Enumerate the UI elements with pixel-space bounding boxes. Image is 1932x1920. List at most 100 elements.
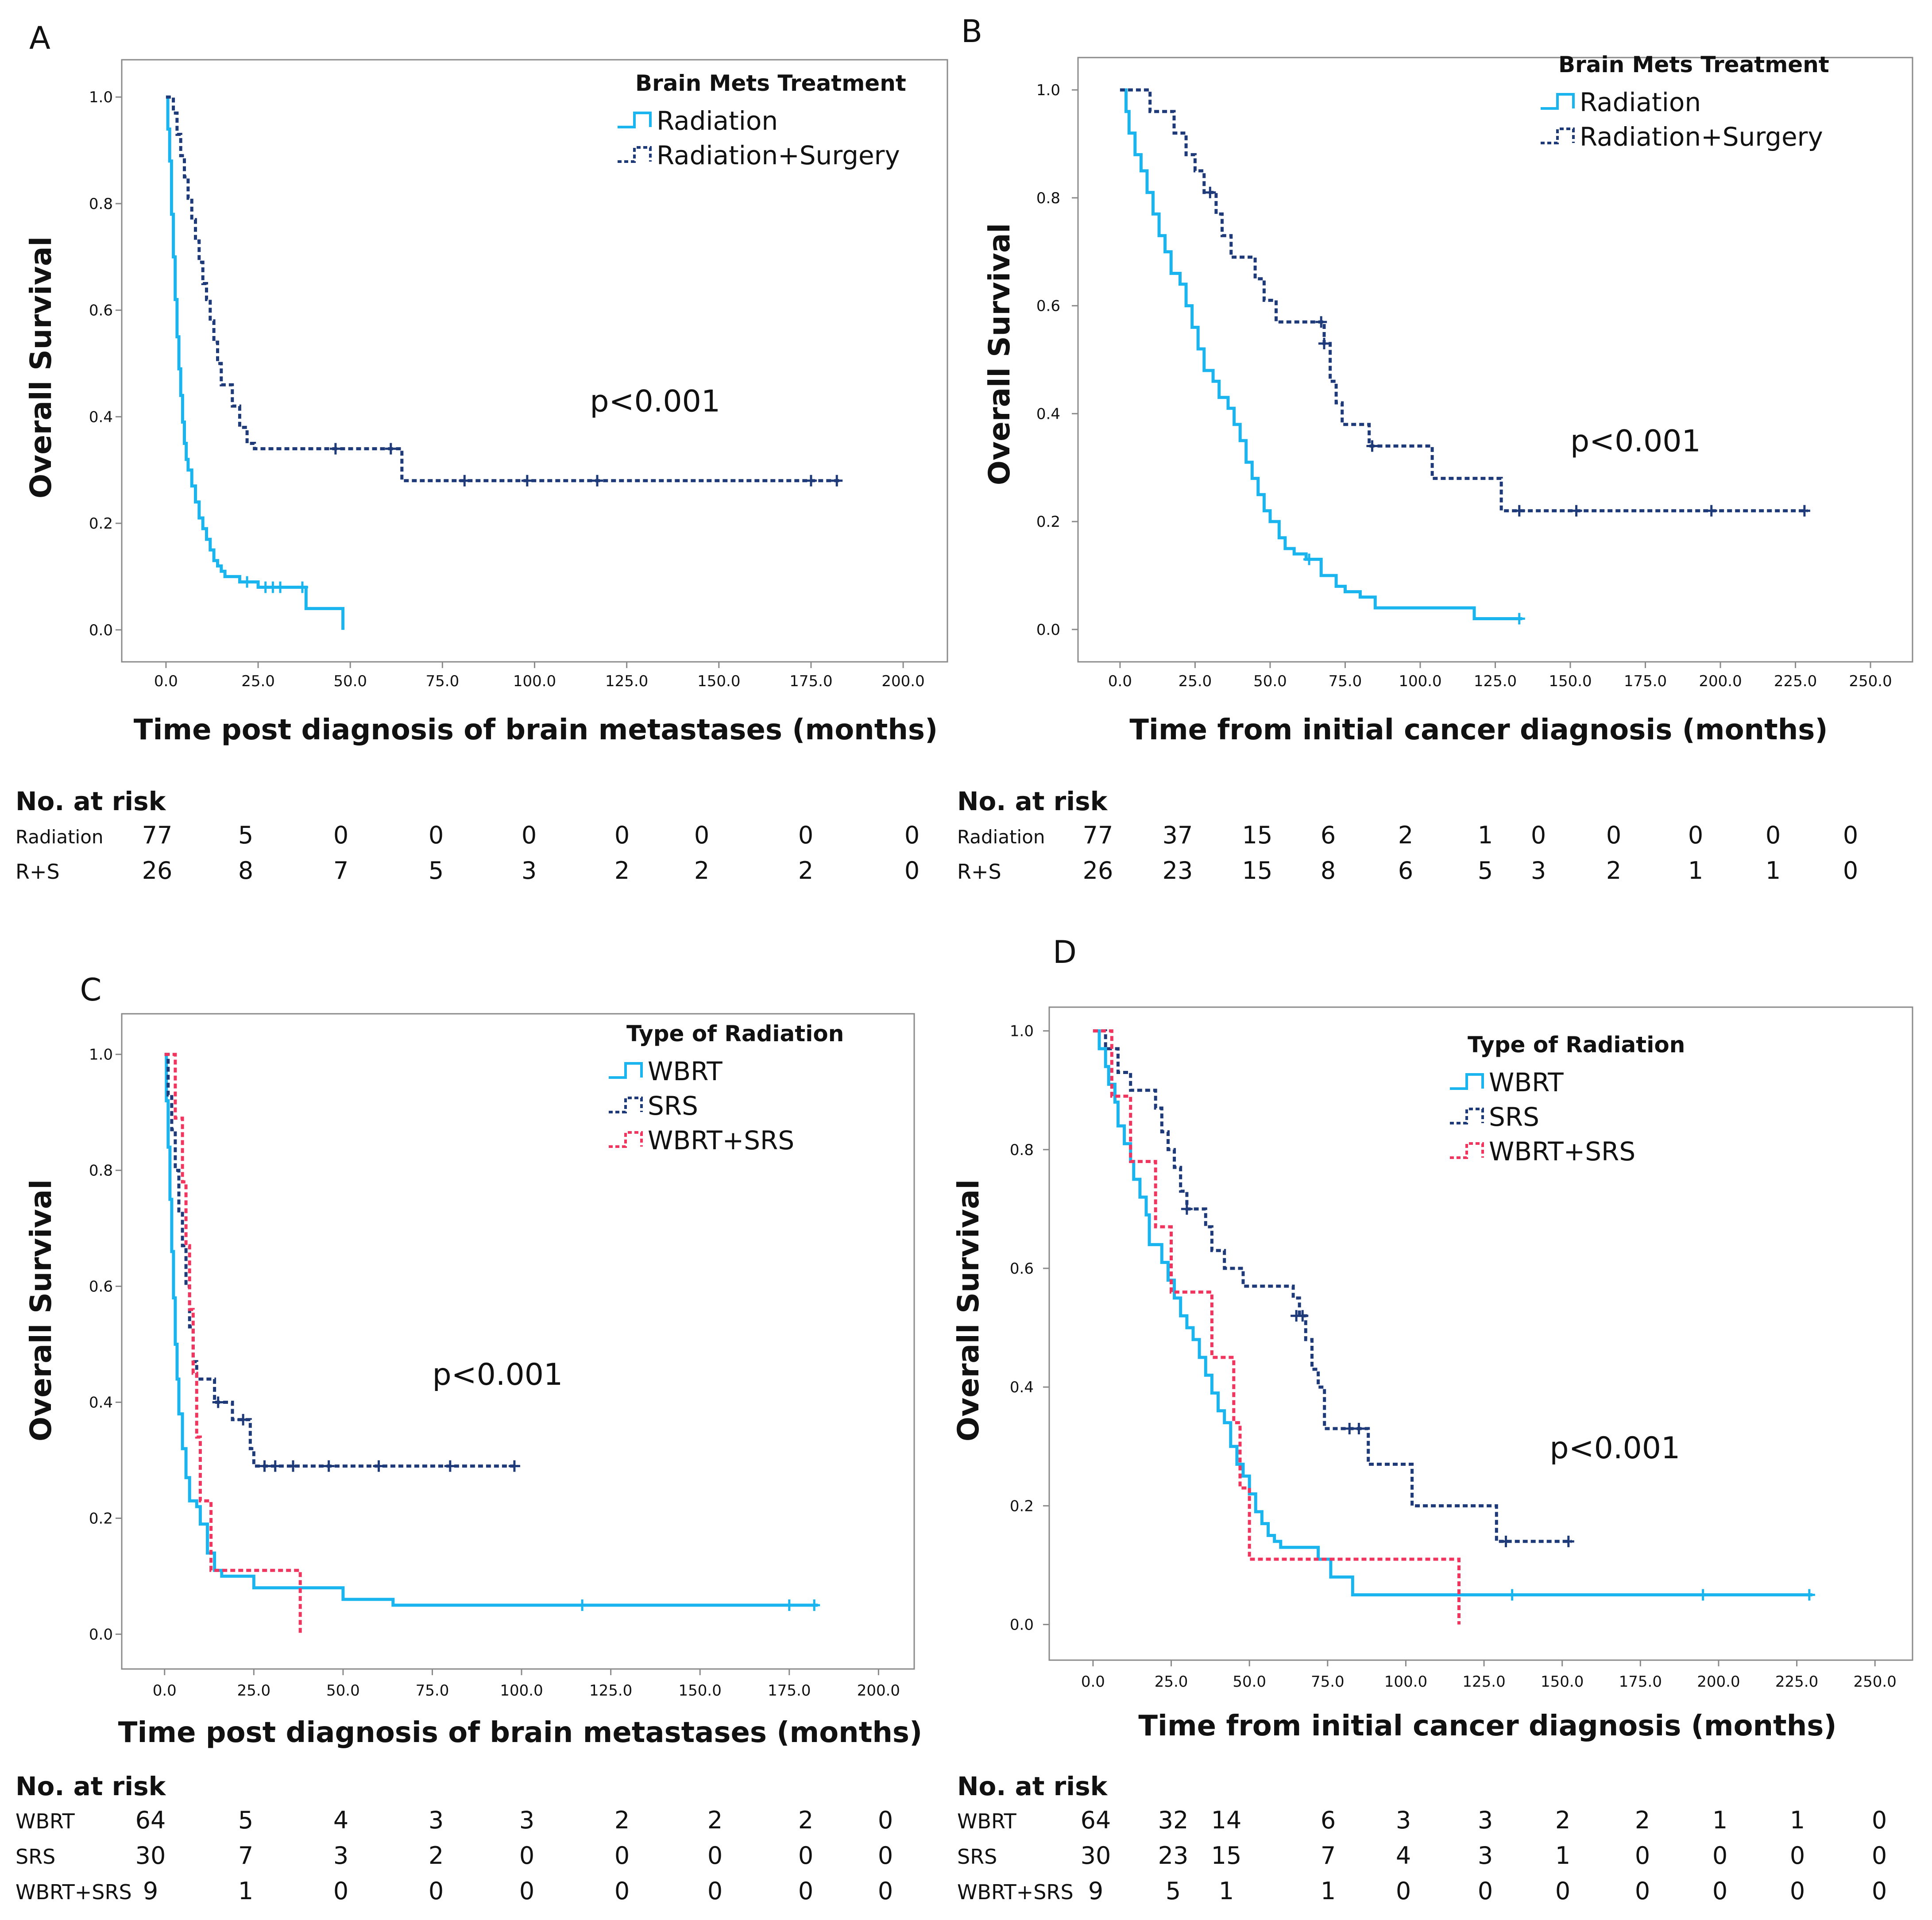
survival-curve-srs bbox=[1093, 1029, 1572, 1543]
legend-title: Type of Radiation bbox=[626, 1021, 844, 1047]
y-tick-label: 0.8 bbox=[89, 1162, 113, 1180]
censor-mark bbox=[1803, 1589, 1815, 1601]
risk-count: 0 bbox=[1635, 1842, 1650, 1870]
risk-count: 26 bbox=[142, 857, 173, 885]
y-tick-label: 0.8 bbox=[1010, 1141, 1034, 1159]
risk-count: 0 bbox=[798, 821, 813, 849]
risk-count: 5 bbox=[238, 1806, 253, 1834]
risk-count: 3 bbox=[333, 1842, 348, 1870]
x-tick-label: 25.0 bbox=[241, 672, 275, 690]
risk-count: 8 bbox=[238, 857, 253, 885]
risk-count: 23 bbox=[1158, 1842, 1189, 1870]
censor-mark bbox=[1513, 613, 1525, 625]
y-tick-label: 1.0 bbox=[1010, 1023, 1034, 1040]
risk-count: 0 bbox=[798, 1877, 813, 1905]
risk-count: 77 bbox=[1083, 821, 1113, 849]
risk-count: 3 bbox=[1478, 1842, 1493, 1870]
risk-count: 0 bbox=[1843, 857, 1858, 885]
x-tick-label: 225.0 bbox=[1774, 672, 1817, 690]
survival-curve-wbrt-srs bbox=[164, 1053, 302, 1634]
risk-count: 2 bbox=[429, 1842, 444, 1870]
y-tick-label: 0.6 bbox=[89, 302, 113, 320]
legend-title: Brain Mets Treatment bbox=[635, 70, 906, 96]
x-axis-label: Time post diagnosis of brain metastases … bbox=[134, 714, 938, 746]
censor-mark bbox=[329, 443, 341, 455]
censor-mark bbox=[274, 581, 286, 593]
panel-a: A 0.0 0.2 0.4 0.6 0.8 1.0 0.0 25.0 50.0 75.0 100.0 1… bbox=[15, 20, 948, 885]
risk-count: 2 bbox=[1555, 1806, 1570, 1834]
censor-mark bbox=[1303, 553, 1315, 565]
risk-count: 2 bbox=[1635, 1806, 1650, 1834]
legend-swatch bbox=[1541, 93, 1575, 110]
panel-letter: D bbox=[1053, 934, 1077, 970]
legend-swatch bbox=[618, 146, 652, 163]
legend-swatch bbox=[1450, 1073, 1484, 1090]
legend-entry: SRS bbox=[1489, 1102, 1539, 1132]
risk-count: 0 bbox=[694, 821, 709, 849]
risk-count: 15 bbox=[1242, 821, 1273, 849]
risk-count: 0 bbox=[1872, 1877, 1887, 1905]
y-tick-label: 0.0 bbox=[1010, 1616, 1034, 1634]
risk-count: 1 bbox=[1321, 1877, 1336, 1905]
risk-count: 0 bbox=[1478, 1877, 1493, 1905]
risk-count: 2 bbox=[707, 1806, 723, 1834]
x-axis-label: Time from initial cancer diagnosis (mont… bbox=[1138, 1710, 1836, 1742]
x-axis-label: Time post diagnosis of brain metastases … bbox=[118, 1716, 922, 1749]
risk-count: 6 bbox=[1398, 857, 1413, 885]
censor-mark bbox=[576, 1599, 588, 1611]
censor-mark bbox=[1318, 337, 1330, 349]
risk-table-heading: No. at risk bbox=[957, 786, 1108, 816]
risk-count: 0 bbox=[1712, 1842, 1727, 1870]
legend-entry: Radiation+Surgery bbox=[1580, 122, 1823, 152]
risk-count: 6 bbox=[1321, 1806, 1336, 1834]
censor-mark bbox=[1297, 1310, 1309, 1322]
risk-count: 15 bbox=[1242, 857, 1273, 885]
risk-count: 3 bbox=[1396, 1806, 1411, 1834]
panel-letter: A bbox=[29, 20, 50, 56]
risk-row-label: R+S bbox=[15, 860, 60, 884]
risk-table-heading: No. at risk bbox=[15, 786, 166, 816]
risk-count: 9 bbox=[143, 1877, 158, 1905]
y-axis-label: Overall Survival bbox=[24, 236, 58, 498]
x-tick-label: 250.0 bbox=[1849, 672, 1892, 690]
risk-count: 0 bbox=[614, 821, 630, 849]
censor-mark bbox=[1570, 505, 1582, 517]
censor-mark bbox=[323, 1460, 335, 1472]
risk-count: 2 bbox=[614, 1806, 630, 1834]
y-axis-label: Overall Survival bbox=[951, 1179, 985, 1441]
risk-count: 0 bbox=[904, 857, 920, 885]
risk-count: 1 bbox=[1555, 1842, 1570, 1870]
x-tick-label: 100.0 bbox=[1399, 672, 1441, 690]
x-tick-label: 25.0 bbox=[1179, 672, 1212, 690]
y-tick-label: 0.8 bbox=[89, 195, 113, 213]
risk-count: 0 bbox=[1712, 1877, 1727, 1905]
x-tick-label: 75.0 bbox=[1329, 672, 1362, 690]
panel-b: B 0.0 0.2 0.4 0.6 0.8 1.0 0.0 25.0 50.0 75.0 100.0 1… bbox=[957, 13, 1913, 885]
risk-count: 2 bbox=[798, 857, 813, 885]
y-axis-label: Overall Survival bbox=[982, 223, 1016, 485]
risk-count: 64 bbox=[1081, 1806, 1111, 1834]
risk-count: 1 bbox=[1219, 1877, 1234, 1905]
legend-entry: Radiation bbox=[1580, 87, 1701, 117]
risk-count: 1 bbox=[1478, 821, 1493, 849]
risk-count: 0 bbox=[798, 1842, 813, 1870]
risk-count: 3 bbox=[519, 1806, 534, 1834]
x-tick-label: 100.0 bbox=[1384, 1673, 1427, 1691]
risk-count: 0 bbox=[878, 1842, 893, 1870]
risk-count: 30 bbox=[135, 1842, 166, 1870]
y-tick-label: 1.0 bbox=[89, 1046, 113, 1064]
panel-letter: B bbox=[961, 13, 982, 50]
risk-row-label: Radiation bbox=[15, 826, 104, 848]
censor-mark bbox=[444, 1460, 456, 1472]
x-tick-label: 75.0 bbox=[1311, 1673, 1345, 1691]
y-tick-label: 0.4 bbox=[89, 408, 113, 426]
y-tick-label: 0.0 bbox=[1036, 621, 1060, 639]
x-tick-label: 50.0 bbox=[1233, 1673, 1266, 1691]
risk-count: 0 bbox=[878, 1806, 893, 1834]
x-tick-label: 0.0 bbox=[153, 1682, 177, 1700]
censor-mark bbox=[385, 443, 397, 455]
x-tick-label: 150.0 bbox=[679, 1682, 722, 1700]
legend-swatch bbox=[1450, 1108, 1484, 1124]
survival-curve-wbrt bbox=[1093, 1029, 1812, 1596]
risk-count: 0 bbox=[614, 1842, 630, 1870]
